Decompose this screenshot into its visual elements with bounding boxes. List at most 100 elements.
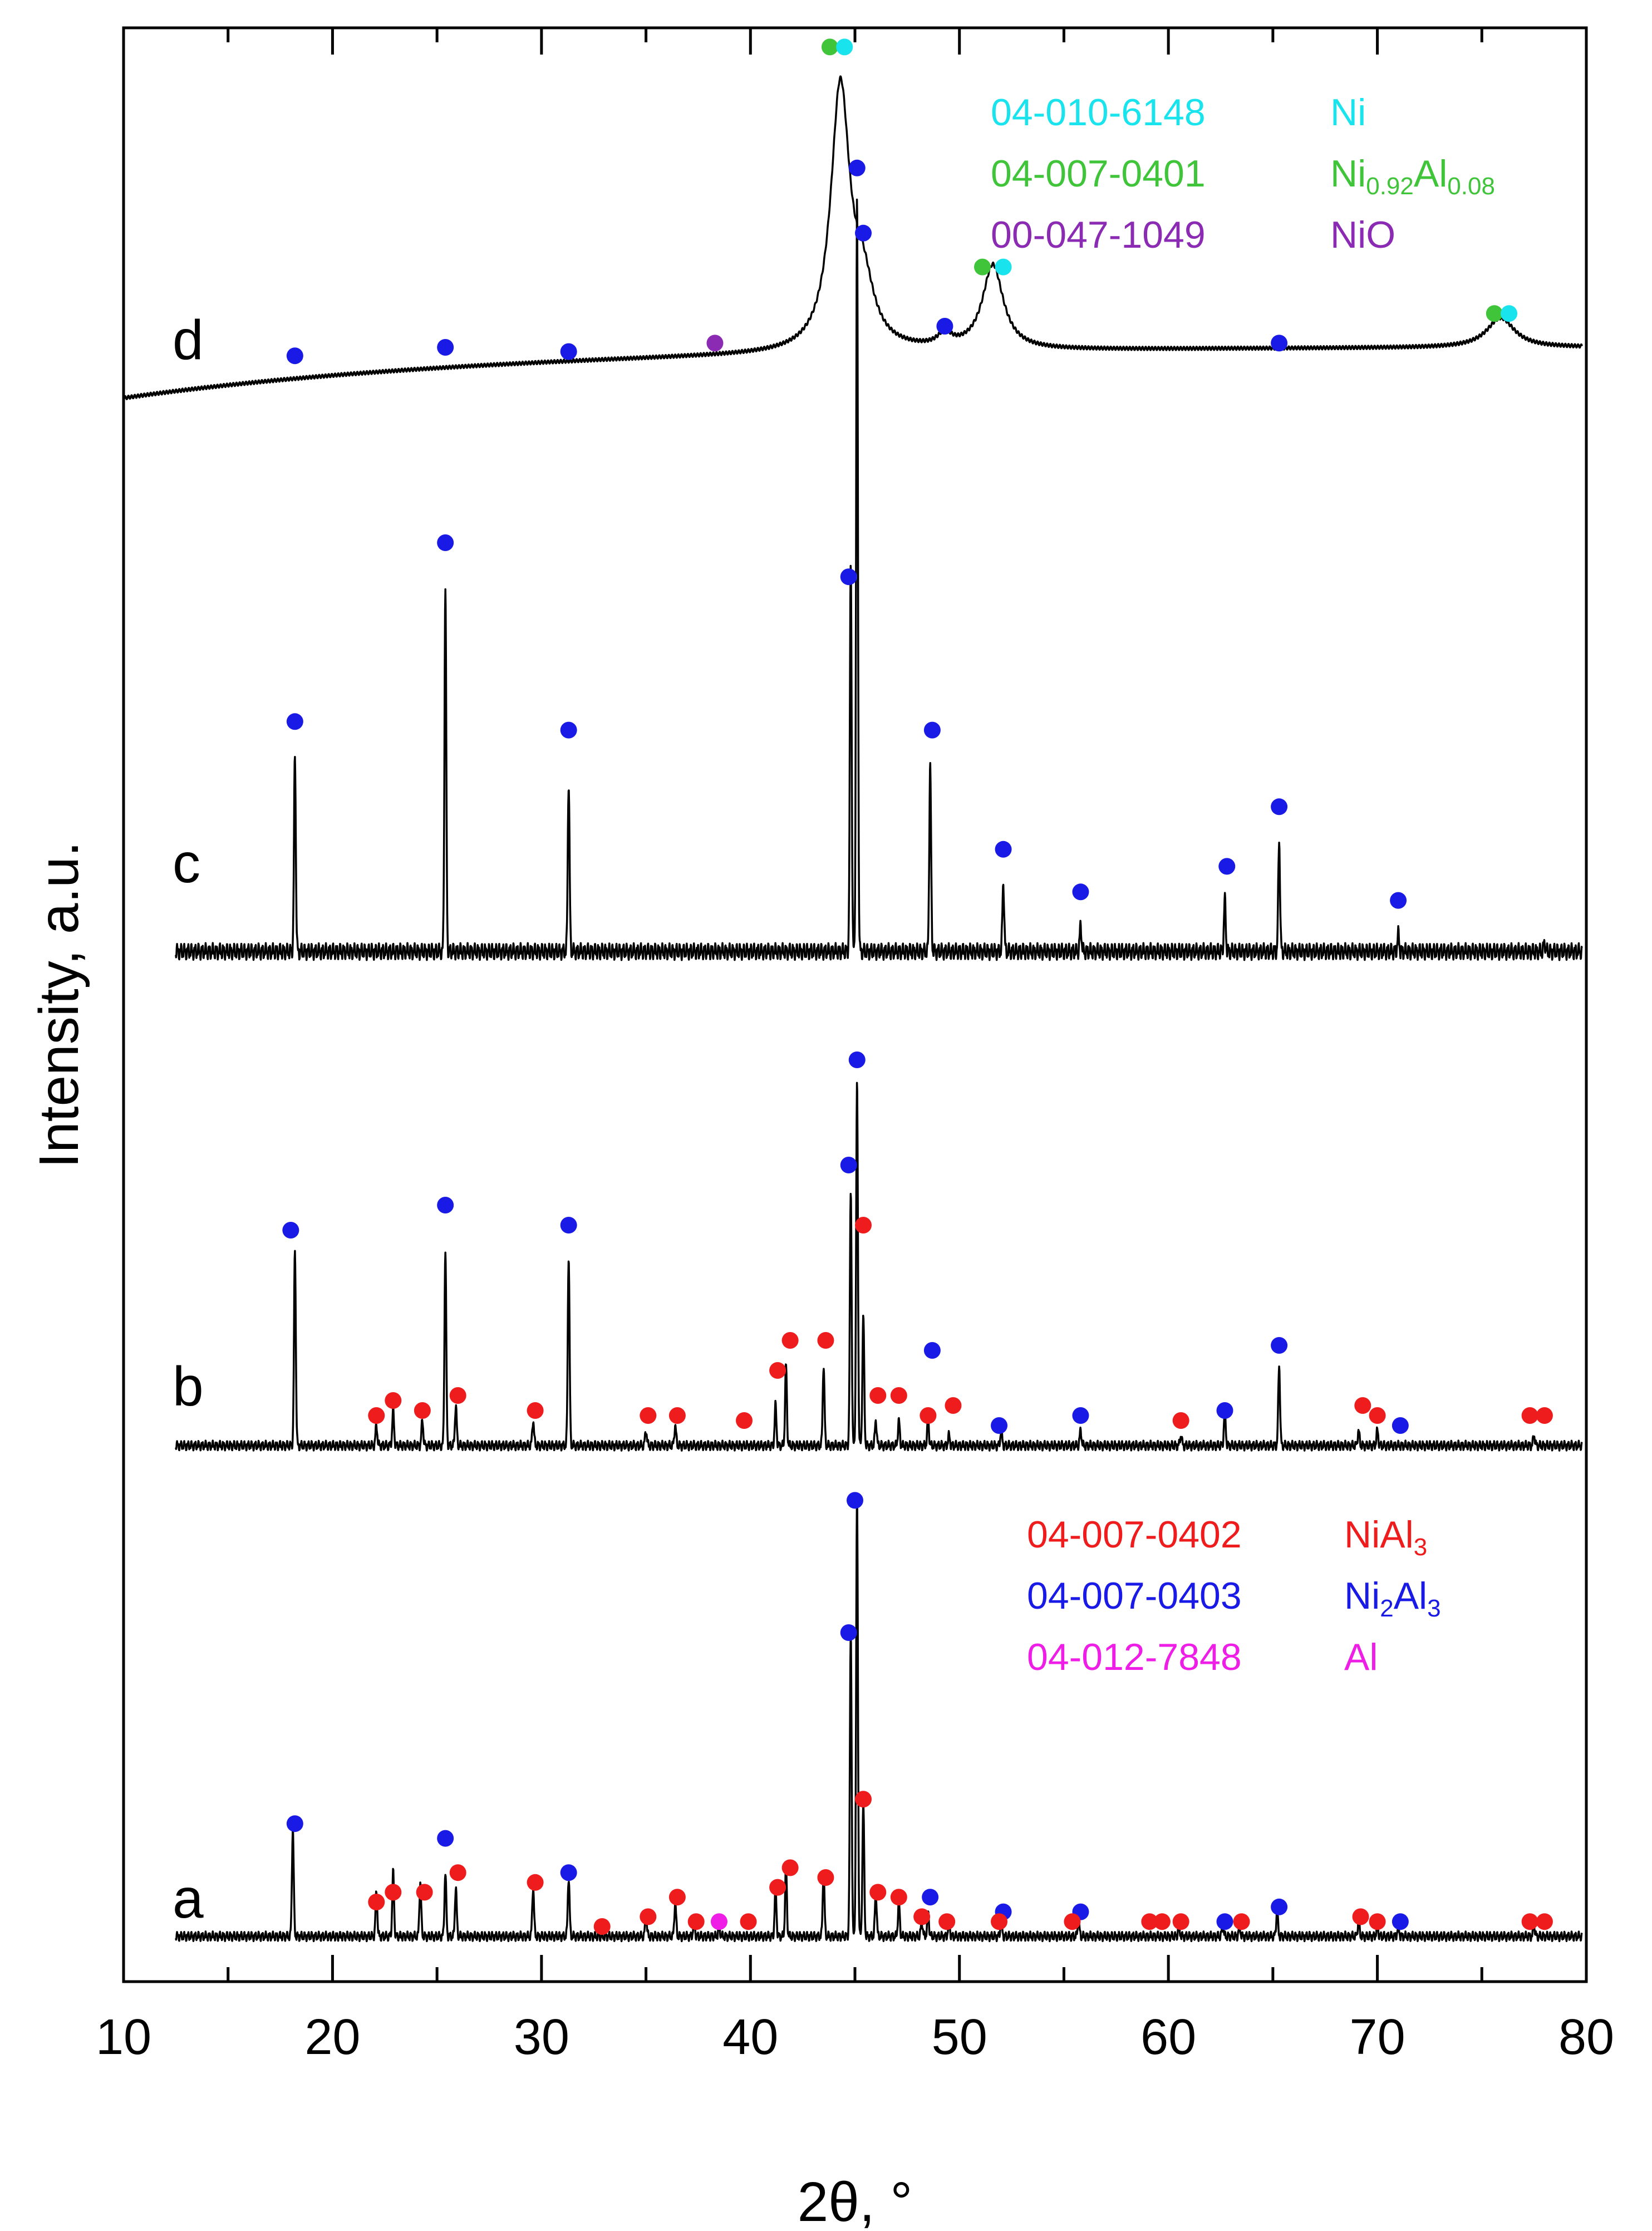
phase-marker-ni2al3 xyxy=(848,1051,866,1068)
phase-marker-ni2al3 xyxy=(923,721,941,739)
legend-code: 04-007-0402 xyxy=(1027,1513,1242,1556)
phase-marker-ni2al3 xyxy=(1390,892,1407,909)
phase-marker-ni2al3 xyxy=(1271,798,1288,815)
phase-marker-ni xyxy=(836,38,853,56)
diffraction-traces xyxy=(122,75,1583,1943)
phase-marker-nial3 xyxy=(769,1879,786,1896)
phase-marker-nial3 xyxy=(1172,1412,1189,1429)
x-tick-label: 70 xyxy=(1350,2009,1405,2065)
phase-marker-ni2al3 xyxy=(437,339,454,356)
phase-marker-nial3 xyxy=(449,1864,466,1881)
phase-marker-nial3 xyxy=(1153,1913,1171,1930)
trace-labels: a b c d xyxy=(173,309,204,1930)
phase-marker-nial3 xyxy=(1352,1908,1369,1925)
phase-marker-ni2al3 xyxy=(1072,883,1089,901)
phase-marker-nial3 xyxy=(416,1884,433,1901)
phase-marker-ni0-92al0-08 xyxy=(974,258,991,276)
phase-marker-nial3 xyxy=(640,1908,657,1925)
phase-marker-nial3 xyxy=(855,1791,872,1808)
phase-marker-nial3 xyxy=(1233,1913,1250,1930)
x-tick-label: 50 xyxy=(932,2009,987,2065)
phase-marker-nial3 xyxy=(527,1402,544,1419)
legend-phase: NiAl3 xyxy=(1344,1513,1427,1561)
phase-marker-nial3 xyxy=(817,1332,834,1349)
phase-marker-nial3 xyxy=(1369,1913,1386,1930)
phase-marker-ni2al3 xyxy=(1216,1402,1233,1419)
phase-marker-ni2al3 xyxy=(1392,1913,1409,1930)
x-tick-label: 20 xyxy=(304,2009,360,2065)
phase-marker-nial3 xyxy=(817,1869,834,1886)
x-tick-labels: 10 20 30 40 50 60 70 80 xyxy=(96,2009,1614,2065)
phase-marker-nial3 xyxy=(769,1362,786,1379)
phase-marker-nial3 xyxy=(945,1397,962,1414)
axis-ticks xyxy=(122,28,1588,1982)
x-tick-label: 40 xyxy=(722,2009,778,2065)
phase-marker-nial3 xyxy=(890,1387,907,1404)
legend-code: 04-010-6148 xyxy=(991,91,1206,134)
x-axis-title: 2θ, ° xyxy=(798,2171,913,2231)
phase-marker-nial3 xyxy=(668,1407,686,1424)
phase-marker-nial3 xyxy=(1172,1913,1189,1930)
phase-marker-ni2al3 xyxy=(1072,1407,1089,1424)
phase-marker-ni2al3 xyxy=(848,159,866,176)
phase-marker-ni2al3 xyxy=(560,343,577,360)
phase-markers xyxy=(282,38,1553,1935)
legend-phase: Ni xyxy=(1330,91,1366,134)
phase-marker-nial3 xyxy=(640,1407,657,1424)
phase-marker-ni2al3 xyxy=(840,568,857,586)
phase-marker-ni xyxy=(1501,305,1518,322)
phase-marker-nial3 xyxy=(1064,1913,1081,1930)
legend-phase: NiO xyxy=(1330,214,1395,256)
x-tick-label: 30 xyxy=(514,2009,569,2065)
x-tick-label: 60 xyxy=(1140,2009,1196,2065)
legend-code: 04-012-7848 xyxy=(1027,1636,1242,1678)
trace-b xyxy=(175,1082,1583,1452)
phase-marker-ni2al3 xyxy=(922,1889,939,1906)
phase-marker-ni2al3 xyxy=(560,1864,577,1881)
phase-marker-ni2al3 xyxy=(286,347,303,365)
phase-marker-nial3 xyxy=(1521,1407,1538,1424)
plot-frame xyxy=(122,26,1588,1983)
phase-marker-nial3 xyxy=(368,1894,385,1910)
phase-marker-ni2al3 xyxy=(923,1342,941,1359)
phase-marker-nial3 xyxy=(1521,1913,1538,1930)
legend-phase: Al xyxy=(1344,1636,1378,1678)
trace-label-d: d xyxy=(173,309,204,371)
phase-marker-nial3 xyxy=(740,1913,757,1930)
x-tick-label: 80 xyxy=(1558,2009,1614,2065)
trace-label-b: b xyxy=(173,1355,204,1418)
phase-marker-ni2al3 xyxy=(282,1222,299,1239)
phase-marker-ni2al3 xyxy=(1271,335,1288,352)
phase-marker-nial3 xyxy=(385,1392,402,1409)
phase-marker-ni2al3 xyxy=(995,841,1012,858)
phase-marker-ni2al3 xyxy=(855,224,872,242)
y-axis-title: Intensity, a.u. xyxy=(28,841,90,1168)
phase-marker-nial3 xyxy=(781,1859,799,1876)
phase-marker-nial3 xyxy=(368,1407,385,1424)
phase-marker-nial3 xyxy=(920,1407,937,1424)
phase-marker-nial3 xyxy=(991,1913,1008,1930)
phase-marker-nial3 xyxy=(890,1889,907,1906)
x-tick-label: 10 xyxy=(96,2009,151,2065)
phase-marker-ni2al3 xyxy=(286,713,303,730)
phase-marker-ni2al3 xyxy=(437,1830,454,1847)
phase-marker-nial3 xyxy=(1354,1397,1371,1414)
trace-label-c: c xyxy=(173,832,200,895)
phase-marker-ni2al3 xyxy=(560,721,577,739)
phase-marker-ni2al3 xyxy=(1216,1913,1233,1930)
phase-marker-ni2al3 xyxy=(437,1197,454,1213)
phase-marker-nial3 xyxy=(855,1217,872,1234)
legend-phase: Ni0.92Al0.08 xyxy=(1330,153,1495,200)
phase-marker-nial3 xyxy=(527,1874,544,1891)
phase-marker-nial3 xyxy=(781,1332,799,1349)
phase-marker-nial3 xyxy=(687,1913,705,1930)
phase-marker-nial3 xyxy=(668,1889,686,1906)
phase-marker-ni2al3 xyxy=(437,534,454,551)
phase-marker-nial3 xyxy=(1536,1407,1553,1424)
phase-marker-ni2al3 xyxy=(840,1624,857,1641)
phase-marker-ni2al3 xyxy=(560,1217,577,1234)
legend-code: 04-007-0403 xyxy=(1027,1575,1242,1617)
phase-marker-nial3 xyxy=(869,1884,887,1901)
phase-marker-ni2al3 xyxy=(1392,1417,1409,1434)
phase-marker-ni2al3 xyxy=(1218,858,1236,875)
